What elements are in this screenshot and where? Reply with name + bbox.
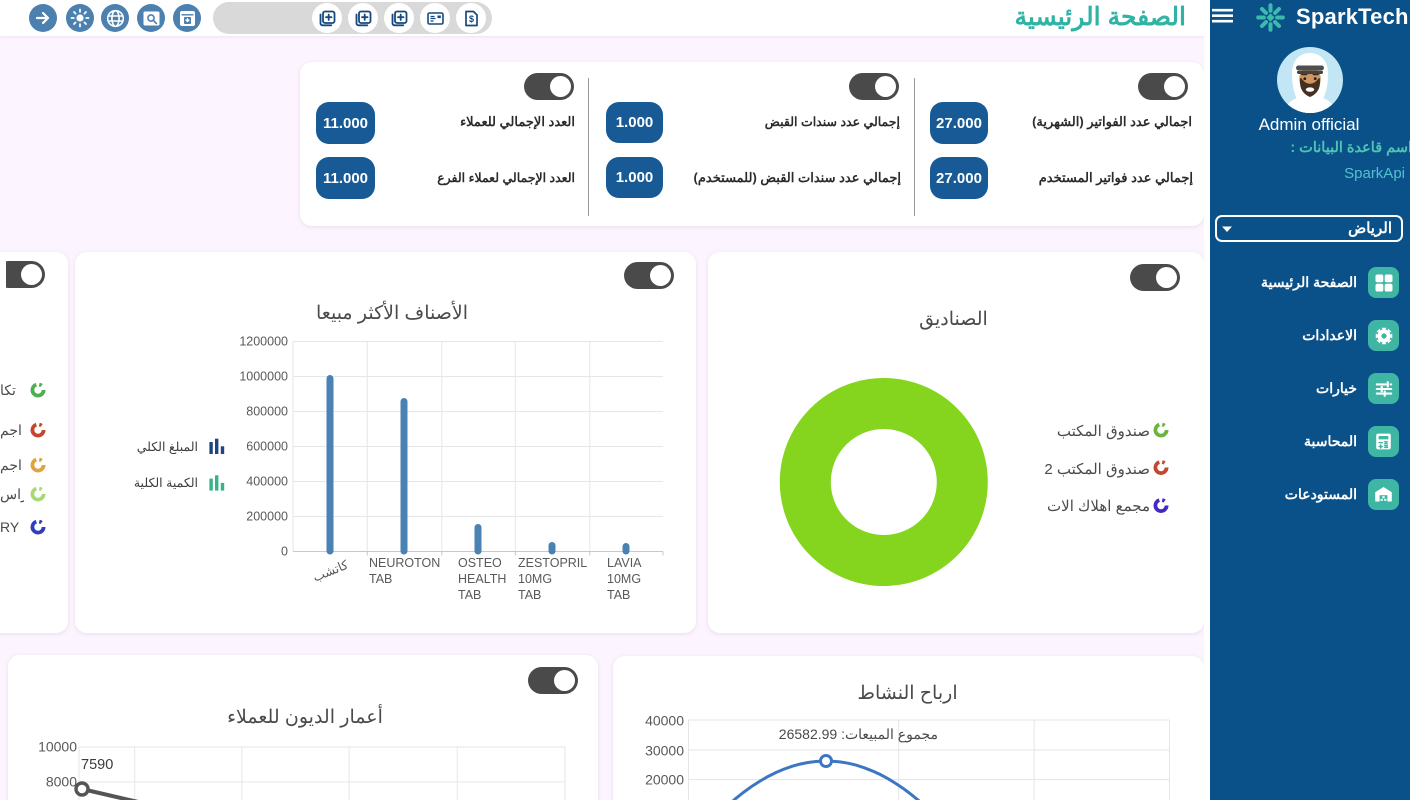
svg-text:كاتشب: كاتشب [311, 557, 351, 584]
svg-text:600000: 600000 [246, 440, 288, 454]
svg-text:$: $ [468, 14, 473, 24]
svg-text:OSTEO: OSTEO [458, 556, 502, 570]
svg-text:TAB: TAB [458, 588, 481, 602]
svg-text:1200000: 1200000 [239, 335, 288, 349]
svg-text:40000: 40000 [645, 713, 684, 729]
svg-text:TAB: TAB [369, 572, 392, 586]
svg-text:HEALTH: HEALTH [458, 572, 506, 586]
svg-text:7590: 7590 [81, 757, 113, 773]
svg-text:10MG: 10MG [518, 572, 552, 586]
svg-text:1000000: 1000000 [239, 370, 288, 384]
svg-text:20000: 20000 [645, 772, 684, 788]
svg-text:10000: 10000 [38, 739, 77, 755]
svg-text:30000: 30000 [645, 743, 684, 759]
svg-text:0: 0 [281, 545, 288, 559]
svg-text:200000: 200000 [246, 510, 288, 524]
svg-text:8000: 8000 [46, 774, 77, 790]
svg-text:400000: 400000 [246, 475, 288, 489]
svg-text:800000: 800000 [246, 405, 288, 419]
svg-text:ZESTOPRIL: ZESTOPRIL [518, 556, 587, 570]
svg-text:10MG: 10MG [607, 572, 641, 586]
svg-text:LAVIA: LAVIA [607, 556, 642, 570]
svg-text:TAB: TAB [607, 588, 630, 602]
svg-text:NEUROTON: NEUROTON [369, 556, 440, 570]
svg-text:TAB: TAB [518, 588, 541, 602]
